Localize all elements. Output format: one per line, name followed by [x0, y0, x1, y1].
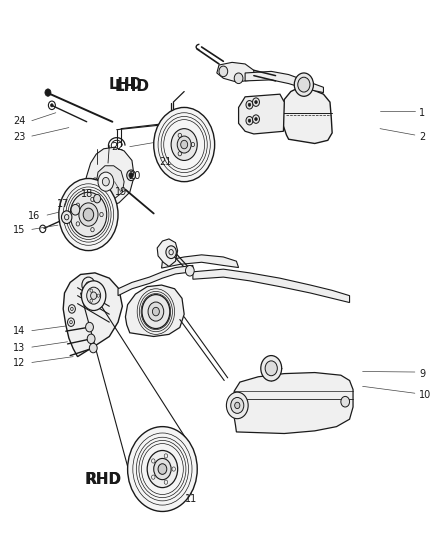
Polygon shape	[86, 147, 134, 207]
Circle shape	[248, 103, 251, 107]
Circle shape	[177, 136, 191, 153]
Polygon shape	[118, 265, 193, 296]
Polygon shape	[157, 239, 178, 266]
Circle shape	[152, 308, 159, 316]
Circle shape	[253, 115, 259, 123]
Circle shape	[254, 117, 257, 120]
Text: 12: 12	[13, 358, 25, 368]
Polygon shape	[245, 71, 323, 93]
Polygon shape	[162, 255, 239, 268]
Text: 10: 10	[419, 390, 431, 400]
Circle shape	[246, 101, 253, 109]
Circle shape	[142, 295, 170, 328]
Circle shape	[231, 398, 244, 414]
Text: 22: 22	[111, 142, 123, 152]
Circle shape	[92, 184, 98, 192]
Circle shape	[85, 322, 93, 332]
Circle shape	[234, 73, 243, 84]
Text: 9: 9	[419, 369, 425, 378]
Circle shape	[83, 208, 94, 221]
Circle shape	[254, 101, 257, 104]
Circle shape	[253, 98, 259, 107]
Text: 15: 15	[13, 225, 25, 236]
Text: 18: 18	[81, 189, 93, 199]
Circle shape	[181, 140, 187, 149]
Circle shape	[89, 343, 97, 353]
Circle shape	[71, 205, 80, 215]
Circle shape	[87, 334, 95, 344]
Circle shape	[68, 305, 75, 313]
Circle shape	[171, 128, 197, 160]
Text: 13: 13	[13, 343, 25, 353]
Text: 1: 1	[419, 108, 425, 118]
Circle shape	[79, 203, 98, 226]
Polygon shape	[193, 269, 350, 303]
Text: RHD: RHD	[85, 472, 122, 487]
Circle shape	[226, 392, 248, 419]
Circle shape	[246, 116, 253, 125]
Circle shape	[148, 302, 164, 321]
Polygon shape	[233, 373, 353, 433]
Text: LHD: LHD	[114, 79, 149, 94]
Circle shape	[294, 73, 314, 96]
Circle shape	[248, 119, 251, 122]
Circle shape	[87, 287, 101, 304]
Circle shape	[298, 77, 310, 92]
Circle shape	[59, 179, 118, 251]
Circle shape	[81, 281, 106, 311]
Circle shape	[94, 195, 101, 203]
Circle shape	[67, 318, 74, 326]
Text: 19: 19	[115, 187, 127, 197]
Circle shape	[261, 356, 282, 381]
Circle shape	[154, 458, 171, 480]
Circle shape	[92, 178, 98, 185]
Text: 21: 21	[159, 157, 171, 167]
Circle shape	[102, 177, 110, 186]
Circle shape	[61, 211, 72, 223]
Polygon shape	[283, 87, 332, 143]
Text: LHD: LHD	[109, 77, 142, 92]
Circle shape	[166, 246, 177, 259]
Text: 20: 20	[128, 172, 141, 181]
Circle shape	[341, 397, 350, 407]
Text: 17: 17	[57, 199, 69, 209]
Polygon shape	[239, 94, 284, 134]
Circle shape	[219, 66, 228, 77]
Circle shape	[70, 192, 107, 237]
Polygon shape	[96, 166, 124, 199]
Circle shape	[98, 172, 114, 191]
Text: 16: 16	[28, 211, 41, 221]
Text: 14: 14	[13, 326, 25, 336]
Circle shape	[147, 450, 178, 488]
Circle shape	[154, 108, 215, 182]
Circle shape	[265, 361, 277, 376]
Circle shape	[129, 173, 133, 178]
Polygon shape	[63, 273, 122, 357]
Circle shape	[185, 265, 194, 276]
Text: 11: 11	[184, 494, 197, 504]
Text: RHD: RHD	[86, 472, 121, 487]
Circle shape	[127, 170, 135, 181]
Text: 24: 24	[13, 116, 25, 126]
Circle shape	[158, 464, 167, 474]
Text: 2: 2	[419, 132, 425, 142]
Polygon shape	[217, 62, 254, 82]
Text: 23: 23	[13, 132, 25, 142]
Circle shape	[45, 89, 51, 96]
Circle shape	[50, 104, 53, 107]
Polygon shape	[125, 285, 184, 336]
Circle shape	[235, 402, 240, 409]
Circle shape	[127, 426, 197, 512]
Circle shape	[91, 292, 97, 300]
